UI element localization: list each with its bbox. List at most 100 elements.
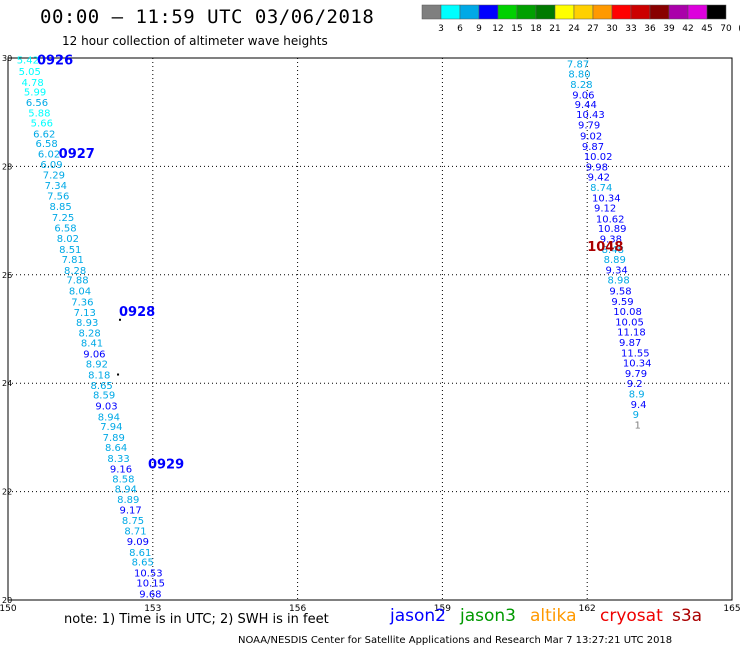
wave-height-value: 10.34 xyxy=(623,359,652,370)
wave-height-value: 9.02 xyxy=(580,132,602,143)
wave-height-value: 9.79 xyxy=(625,369,647,380)
wave-height-value: 8.89 xyxy=(117,495,139,506)
track-dot xyxy=(117,373,120,376)
legend-label: 3 xyxy=(438,24,444,34)
wave-height-value: 9.68 xyxy=(139,589,161,600)
wave-height-value: 8.80 xyxy=(568,70,590,81)
pass-time-label: 0928 xyxy=(119,305,155,320)
wave-height-value: 8.75 xyxy=(122,516,144,527)
plot-frame xyxy=(7,57,733,601)
wave-height-value: 9.12 xyxy=(594,204,616,215)
wave-height-value: 9.4 xyxy=(631,400,647,411)
mission-label-s3a: s3a xyxy=(672,606,703,626)
wave-height-value: 10.02 xyxy=(584,152,613,163)
legend-swatch xyxy=(421,4,442,20)
wave-height-value: 8.89 xyxy=(604,255,626,266)
wave-height-value: 6.58 xyxy=(54,224,76,235)
wave-height-value: 8.61 xyxy=(129,548,151,559)
wave-height-value: 9.98 xyxy=(586,162,608,173)
wave-height-value: 7.87 xyxy=(567,59,589,70)
wave-height-value: 8.92 xyxy=(86,360,108,371)
wave-height-value: 1 xyxy=(635,420,641,431)
legend-swatch xyxy=(592,4,613,20)
legend-label: 21 xyxy=(549,24,560,34)
credit-line: NOAA/NESDIS Center for Satellite Applica… xyxy=(238,635,673,646)
wave-height-value: 9.58 xyxy=(609,287,631,298)
track-dot xyxy=(118,318,121,321)
wave-height-value: 8.04 xyxy=(69,287,91,298)
legend-label: 15 xyxy=(511,24,522,34)
x-tick-label: 153 xyxy=(144,604,161,614)
wave-height-value: 8.64 xyxy=(105,443,127,454)
legend-swatch xyxy=(630,4,651,20)
legend-label: 30 xyxy=(606,24,618,34)
wave-height-value: 9 xyxy=(633,410,639,421)
wave-height-value: 10.05 xyxy=(615,317,644,328)
wave-height-value: 8.94 xyxy=(115,484,137,495)
legend-swatch xyxy=(573,4,594,20)
wave-height-value: 10.62 xyxy=(596,214,625,225)
mission-label-jason3: jason3 xyxy=(460,606,516,626)
wave-height-value: 8.85 xyxy=(50,202,72,213)
legend-label: 12 xyxy=(492,24,503,34)
wave-height-value: 7.34 xyxy=(45,181,67,192)
x-tick-label: 159 xyxy=(434,604,451,614)
wave-height-value: 9.79 xyxy=(578,121,600,132)
legend-swatch xyxy=(649,4,670,20)
legend-swatch xyxy=(611,4,632,20)
wave-height-value: 8.28 xyxy=(64,266,86,277)
mission-label-jason2: jason2 xyxy=(390,606,446,626)
wave-height-value: 5.42 xyxy=(17,56,39,67)
legend-label: (ft) xyxy=(738,24,740,34)
wave-height-value: 8.18 xyxy=(88,371,110,382)
legend-label: 36 xyxy=(644,24,656,34)
mission-label-cryosat: cryosat xyxy=(600,606,663,626)
y-tick-label: 30 xyxy=(2,54,12,63)
legend-label: 33 xyxy=(625,24,636,34)
x-tick-label: 156 xyxy=(289,604,306,614)
legend-label: 27 xyxy=(587,24,598,34)
wave-height-value: 8.33 xyxy=(107,454,129,465)
legend-swatch xyxy=(554,4,575,20)
wave-height-value: 6.02 xyxy=(38,149,60,160)
wave-height-value: 11.18 xyxy=(617,328,646,339)
legend-label: 24 xyxy=(568,24,580,34)
wave-height-value: 7.88 xyxy=(66,276,88,287)
map-grid: 150 153 156 159 162 165 30 28 26 24 22 20 xyxy=(0,54,740,614)
x-tick-label: 165 xyxy=(723,604,740,614)
wave-height-value: 10.53 xyxy=(134,568,163,579)
wave-height-value: 9.03 xyxy=(95,401,117,412)
wave-height-value: 8.59 xyxy=(93,391,115,402)
wave-height-value: 7.13 xyxy=(74,308,96,319)
legend-swatch xyxy=(497,4,518,20)
wave-height-value: 5.05 xyxy=(19,67,41,78)
mission-label-altika: altika xyxy=(530,606,577,626)
chart-title: 00:00 — 11:59 UTC 03/06/2018 xyxy=(40,6,375,28)
wave-height-value: 8.74 xyxy=(590,183,612,194)
legend-label: 70 xyxy=(720,24,732,34)
wave-height-value: 10.08 xyxy=(613,307,642,318)
wave-height-value: 8.93 xyxy=(76,318,98,329)
legend-label: 18 xyxy=(530,24,542,34)
pass-time-label: 0929 xyxy=(148,457,184,472)
wave-height-value: 7.94 xyxy=(100,422,122,433)
wave-height-value: 8.65 xyxy=(91,381,113,392)
wave-height-value: 10.34 xyxy=(592,193,621,204)
wave-height-value: 7.36 xyxy=(71,297,93,308)
x-tick-label: 162 xyxy=(579,604,596,614)
wave-height-value: 8.28 xyxy=(78,328,100,339)
pass-time-label: 0927 xyxy=(59,147,95,162)
wave-height-value: 7.56 xyxy=(47,192,69,203)
wave-height-value: 10.89 xyxy=(598,224,627,235)
wave-height-value: 9.87 xyxy=(582,142,604,153)
pass-time-label: 0926 xyxy=(37,54,73,69)
y-tick-label: 24 xyxy=(2,379,12,388)
wave-height-value: 9.59 xyxy=(611,297,633,308)
wave-height-points: 5.425.054.785.996.565.885.666.626.586.02… xyxy=(17,56,652,601)
units-note: note: 1) Time is in UTC; 2) SWH is in fe… xyxy=(64,612,329,627)
wave-height-value: 8.41 xyxy=(81,339,103,350)
wave-height-value: 10.43 xyxy=(576,110,605,121)
wave-height-value: 8.02 xyxy=(57,234,79,245)
wave-height-value: 5.99 xyxy=(24,88,46,99)
